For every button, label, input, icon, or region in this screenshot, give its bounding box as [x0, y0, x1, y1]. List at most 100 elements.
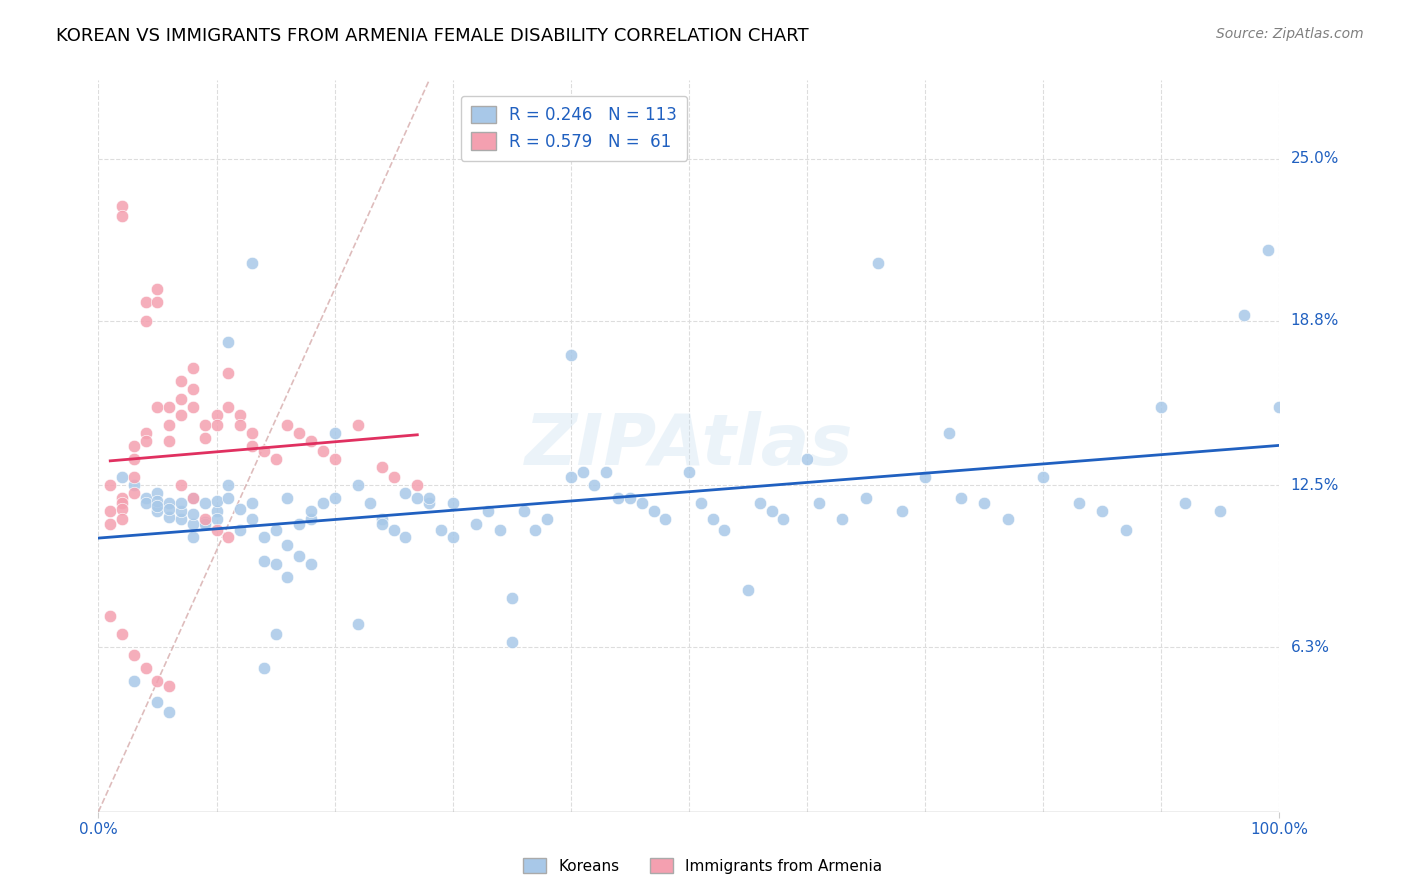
- Point: [512, 504, 534, 518]
- Point: [181, 400, 204, 414]
- Point: [181, 530, 204, 544]
- Point: [157, 418, 180, 433]
- Point: [181, 517, 204, 532]
- Text: Source: ZipAtlas.com: Source: ZipAtlas.com: [1216, 27, 1364, 41]
- Point: [217, 366, 239, 380]
- Point: [157, 679, 180, 693]
- Point: [689, 496, 711, 510]
- Point: [146, 295, 169, 310]
- Point: [796, 452, 818, 467]
- Point: [489, 523, 512, 537]
- Point: [748, 496, 770, 510]
- Text: 12.5%: 12.5%: [1291, 478, 1339, 492]
- Point: [607, 491, 630, 506]
- Point: [938, 425, 960, 440]
- Point: [240, 425, 263, 440]
- Point: [135, 313, 157, 327]
- Point: [240, 439, 263, 453]
- Point: [323, 452, 346, 467]
- Point: [418, 496, 440, 510]
- Point: [312, 444, 335, 458]
- Point: [807, 496, 830, 510]
- Point: [157, 509, 180, 524]
- Point: [276, 491, 298, 506]
- Point: [229, 501, 252, 516]
- Point: [713, 523, 735, 537]
- Point: [973, 496, 995, 510]
- Point: [299, 504, 322, 518]
- Point: [347, 616, 370, 631]
- Point: [595, 465, 617, 479]
- Point: [181, 507, 204, 521]
- Point: [111, 512, 134, 526]
- Point: [157, 501, 180, 516]
- Point: [157, 496, 180, 510]
- Point: [253, 554, 276, 568]
- Point: [122, 674, 145, 689]
- Text: ZIPAtlas: ZIPAtlas: [524, 411, 853, 481]
- Point: [146, 499, 169, 513]
- Point: [157, 434, 180, 448]
- Point: [122, 648, 145, 662]
- Text: 25.0%: 25.0%: [1291, 151, 1339, 166]
- Point: [1091, 504, 1114, 518]
- Point: [122, 470, 145, 484]
- Point: [146, 504, 169, 518]
- Text: 18.8%: 18.8%: [1291, 313, 1339, 328]
- Point: [111, 491, 134, 506]
- Point: [111, 199, 134, 213]
- Point: [205, 494, 228, 508]
- Point: [122, 478, 145, 492]
- Point: [560, 348, 582, 362]
- Point: [654, 512, 676, 526]
- Point: [135, 425, 157, 440]
- Point: [146, 674, 169, 689]
- Point: [997, 512, 1019, 526]
- Point: [772, 512, 794, 526]
- Point: [678, 465, 700, 479]
- Point: [299, 557, 322, 571]
- Point: [382, 523, 405, 537]
- Point: [359, 496, 381, 510]
- Point: [276, 418, 298, 433]
- Point: [1233, 309, 1256, 323]
- Point: [111, 501, 134, 516]
- Point: [643, 504, 665, 518]
- Point: [240, 512, 263, 526]
- Point: [205, 418, 228, 433]
- Point: [441, 530, 464, 544]
- Point: [619, 491, 641, 506]
- Point: [1209, 504, 1232, 518]
- Point: [146, 400, 169, 414]
- Point: [170, 408, 193, 422]
- Point: [98, 608, 121, 623]
- Point: [170, 374, 193, 388]
- Point: [394, 530, 416, 544]
- Point: [323, 425, 346, 440]
- Point: [229, 523, 252, 537]
- Point: [146, 494, 169, 508]
- Point: [347, 418, 370, 433]
- Point: [371, 512, 394, 526]
- Point: [949, 491, 972, 506]
- Point: [406, 478, 429, 492]
- Point: [312, 496, 335, 510]
- Point: [371, 459, 394, 474]
- Point: [111, 627, 134, 641]
- Point: [194, 418, 217, 433]
- Point: [181, 491, 204, 506]
- Point: [406, 491, 429, 506]
- Point: [146, 486, 169, 500]
- Point: [111, 209, 134, 223]
- Point: [170, 478, 193, 492]
- Point: [1257, 243, 1279, 257]
- Point: [761, 504, 783, 518]
- Point: [135, 496, 157, 510]
- Point: [1174, 496, 1197, 510]
- Point: [890, 504, 912, 518]
- Point: [240, 496, 263, 510]
- Point: [299, 512, 322, 526]
- Point: [1115, 523, 1137, 537]
- Point: [288, 549, 311, 563]
- Point: [418, 491, 440, 506]
